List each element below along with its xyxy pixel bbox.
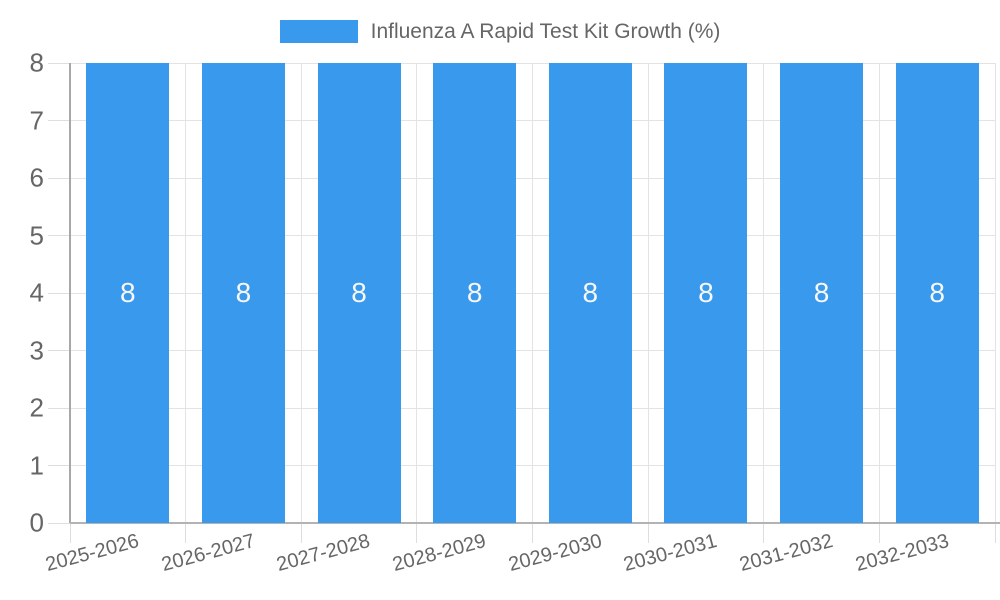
y-tickmark: [48, 62, 70, 64]
y-axis-tick-label: 1: [29, 450, 44, 480]
bar-value-label: 8: [351, 277, 367, 308]
bar-value-label: 8: [235, 277, 252, 308]
bar-2025-2026[interactable]: 8: [86, 63, 170, 523]
x-tickmark: [69, 523, 71, 543]
bar-value-label: 8: [929, 277, 945, 308]
y-tickmark: [48, 177, 70, 179]
y-axis-tick-label: 3: [29, 335, 44, 365]
y-axis-tick-label: 0: [29, 507, 44, 538]
y-tickmark: [48, 120, 70, 121]
x-tickmark: [763, 523, 765, 543]
bar-2029-2030[interactable]: 8: [548, 63, 632, 523]
y-tickmark: [48, 522, 70, 524]
bar-value-label: 8: [120, 277, 136, 308]
x-gridline: [300, 63, 302, 523]
x-axis-line: [70, 522, 1000, 524]
y-axis-tick-label: 8: [29, 47, 44, 78]
x-tickmark: [300, 523, 302, 543]
x-axis-tick-label: 2028-2029: [390, 530, 489, 577]
x-gridline: [994, 63, 996, 523]
bar-2027-2028[interactable]: 8: [317, 63, 401, 523]
bar-value-label: 8: [466, 277, 483, 308]
bar-value-label: 8: [813, 277, 830, 308]
x-axis-tick-label: 2026-2027: [159, 530, 258, 577]
y-tickmark: [48, 292, 70, 294]
bar-2032-2033[interactable]: 8: [895, 63, 979, 523]
y-tickmark: [48, 350, 70, 351]
x-axis-tick-label: 2027-2028: [274, 530, 373, 577]
legend-label: Influenza A Rapid Test Kit Growth (%): [370, 20, 721, 43]
x-axis-tick-label: 2031-2032: [737, 530, 836, 577]
bar-value-label: 8: [582, 277, 599, 308]
bar-2031-2032[interactable]: 8: [780, 63, 864, 523]
x-gridline: [878, 63, 880, 523]
y-tickmark: [48, 407, 70, 409]
bar-2030-2031[interactable]: 8: [664, 63, 748, 523]
bar-2026-2027[interactable]: 8: [201, 63, 285, 523]
x-gridline: [763, 63, 765, 523]
bar-2028-2029[interactable]: 8: [433, 63, 517, 523]
x-gridline: [416, 63, 418, 523]
x-gridline: [647, 63, 649, 523]
x-tickmark: [416, 523, 418, 543]
y-tickmark: [48, 465, 70, 466]
x-axis-tick-label: 2025-2026: [43, 530, 142, 577]
y-axis-tick-label: 6: [29, 162, 44, 193]
x-axis-tick-label: 2032-2033: [852, 530, 951, 577]
bar-value-label: 8: [698, 277, 714, 308]
x-gridline: [532, 63, 533, 523]
x-tickmark: [647, 523, 649, 543]
legend-swatch: [279, 20, 358, 43]
x-axis-tick-label: 2029-2030: [505, 530, 605, 577]
x-tickmark: [185, 523, 187, 543]
y-tickmark: [48, 235, 70, 236]
x-gridline: [185, 63, 187, 523]
y-axis-tick-label: 5: [29, 220, 44, 250]
legend[interactable]: Influenza A Rapid Test Kit Growth (%): [0, 20, 1000, 43]
x-axis-tick-label: 2030-2031: [621, 530, 720, 577]
x-tickmark: [532, 523, 533, 543]
y-axis-tick-label: 4: [29, 277, 44, 308]
y-axis-tick-label: 2: [29, 392, 44, 423]
y-axis-tick-label: 7: [29, 105, 44, 135]
x-tickmark: [878, 523, 880, 543]
y-axis-line: [69, 63, 71, 523]
x-tickmark: [994, 523, 996, 543]
